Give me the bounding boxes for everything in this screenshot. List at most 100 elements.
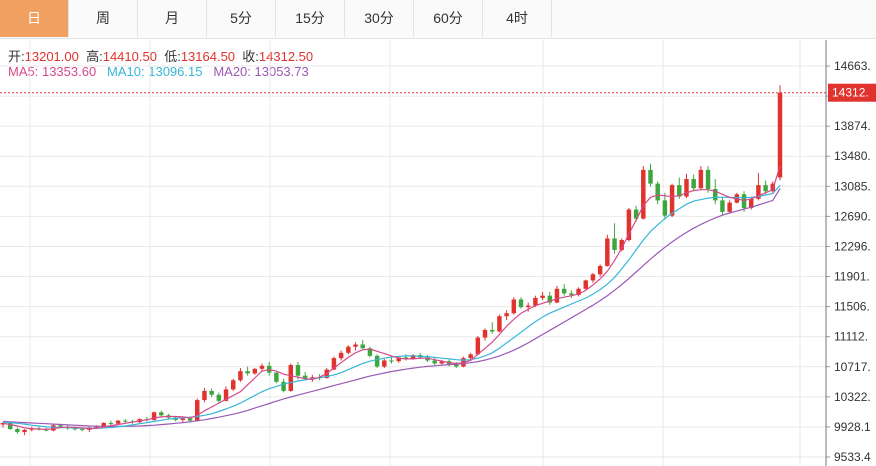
candle-body [756, 185, 761, 199]
tab-5min[interactable]: 5分 [207, 0, 276, 37]
ma20-line [2, 188, 781, 427]
candle-body [504, 313, 509, 317]
candle-body [748, 198, 754, 209]
last-price-label: 14312. [832, 86, 869, 100]
ma5-value: 13353.60 [41, 64, 97, 79]
candle-body [288, 365, 294, 391]
candle-body [475, 337, 481, 355]
candle-body [72, 428, 78, 430]
candle-body [605, 238, 610, 266]
y-tick-label: 12296. [834, 239, 871, 253]
ma10-value: 13096.15 [148, 64, 203, 79]
ma5-line [2, 165, 781, 431]
candle-body [691, 179, 696, 189]
candle-body [713, 188, 718, 201]
y-tick-label: 9533.4 [834, 450, 871, 464]
y-tick-label: 13085. [834, 179, 871, 193]
candle-body [310, 377, 315, 379]
candle-body [230, 380, 236, 390]
candle-body [439, 361, 445, 364]
candle-body [180, 418, 186, 420]
candle-body [720, 200, 725, 212]
candle-body [274, 372, 279, 382]
candle-body [396, 357, 401, 362]
ma20-value: 13053.73 [254, 64, 309, 79]
candle-body [770, 183, 776, 192]
y-tick-label: 10717. [834, 360, 871, 374]
ma-info: MA5: 13353.60 MA10: 13096.15 MA20: 13053… [8, 64, 309, 79]
tab-30min[interactable]: 30分 [345, 0, 414, 37]
candle-body [94, 426, 99, 428]
candle-body [425, 357, 430, 361]
close-value: 14312.50 [258, 49, 314, 64]
candle-body [561, 288, 567, 294]
candle-body [159, 412, 164, 416]
candle-body [525, 305, 531, 308]
candle-body [597, 265, 603, 275]
tab-4hour[interactable]: 4时 [483, 0, 552, 37]
candle-body [583, 280, 588, 289]
y-tick-label: 14663. [834, 59, 871, 73]
low-value: 13164.50 [180, 49, 236, 64]
candle-body [223, 389, 229, 401]
candle-body [115, 420, 121, 424]
candle-body [763, 185, 768, 192]
open-label: 开: [8, 49, 25, 64]
low-label: 低: [164, 49, 181, 64]
candle-body [518, 299, 524, 308]
candle-body [209, 390, 214, 395]
candle-body [245, 371, 250, 374]
candle-body [669, 185, 675, 216]
tab-month[interactable]: 月 [138, 0, 207, 37]
candle-body [195, 400, 200, 421]
candle-body [346, 346, 351, 353]
candle-body [662, 200, 668, 216]
candle-body [727, 202, 732, 212]
y-tick-label: 11901. [834, 270, 870, 284]
candle-body [7, 422, 13, 430]
candle-body [123, 420, 128, 422]
candle-body [238, 371, 243, 381]
ma10-line [2, 185, 781, 429]
candle-body [58, 425, 63, 427]
candle-body [187, 418, 193, 421]
candle-body [151, 412, 157, 420]
candle-body [741, 194, 747, 209]
candle-body [554, 288, 560, 303]
candle-body [633, 209, 639, 219]
ma10-label: MA10: [107, 64, 149, 79]
candle-body [367, 348, 373, 356]
tab-week[interactable]: 周 [69, 0, 138, 37]
candle-body [777, 92, 783, 178]
tab-60min[interactable]: 60分 [414, 0, 483, 37]
last-price-tag [828, 83, 876, 102]
candle-body [497, 316, 502, 332]
candle-body [468, 354, 473, 359]
candle-body [511, 299, 517, 314]
candle-body [101, 422, 106, 427]
candle-body [216, 394, 222, 401]
high-value: 14410.50 [102, 49, 157, 64]
ma20-label: MA20: [213, 64, 255, 79]
y-tick-label: 11112. [834, 330, 868, 344]
candle-body [410, 355, 416, 359]
candle-body [331, 358, 337, 370]
y-tick-label: 13480. [834, 149, 871, 163]
ma5-label: MA5: [8, 64, 42, 79]
candle-body [302, 375, 308, 379]
candle-body [641, 169, 646, 219]
y-tick-label: 13874. [834, 119, 871, 133]
candle-body [612, 238, 617, 250]
candle-body [619, 240, 624, 250]
candle-body [353, 344, 358, 347]
tab-15min[interactable]: 15分 [276, 0, 345, 37]
candle-body [590, 274, 596, 281]
candle-body [202, 390, 207, 401]
candle-body [540, 295, 545, 298]
candle-body [626, 209, 632, 241]
candle-body [79, 429, 85, 431]
tab-day[interactable]: 日 [0, 0, 69, 37]
candle-body [547, 295, 553, 303]
candle-body [108, 422, 114, 424]
